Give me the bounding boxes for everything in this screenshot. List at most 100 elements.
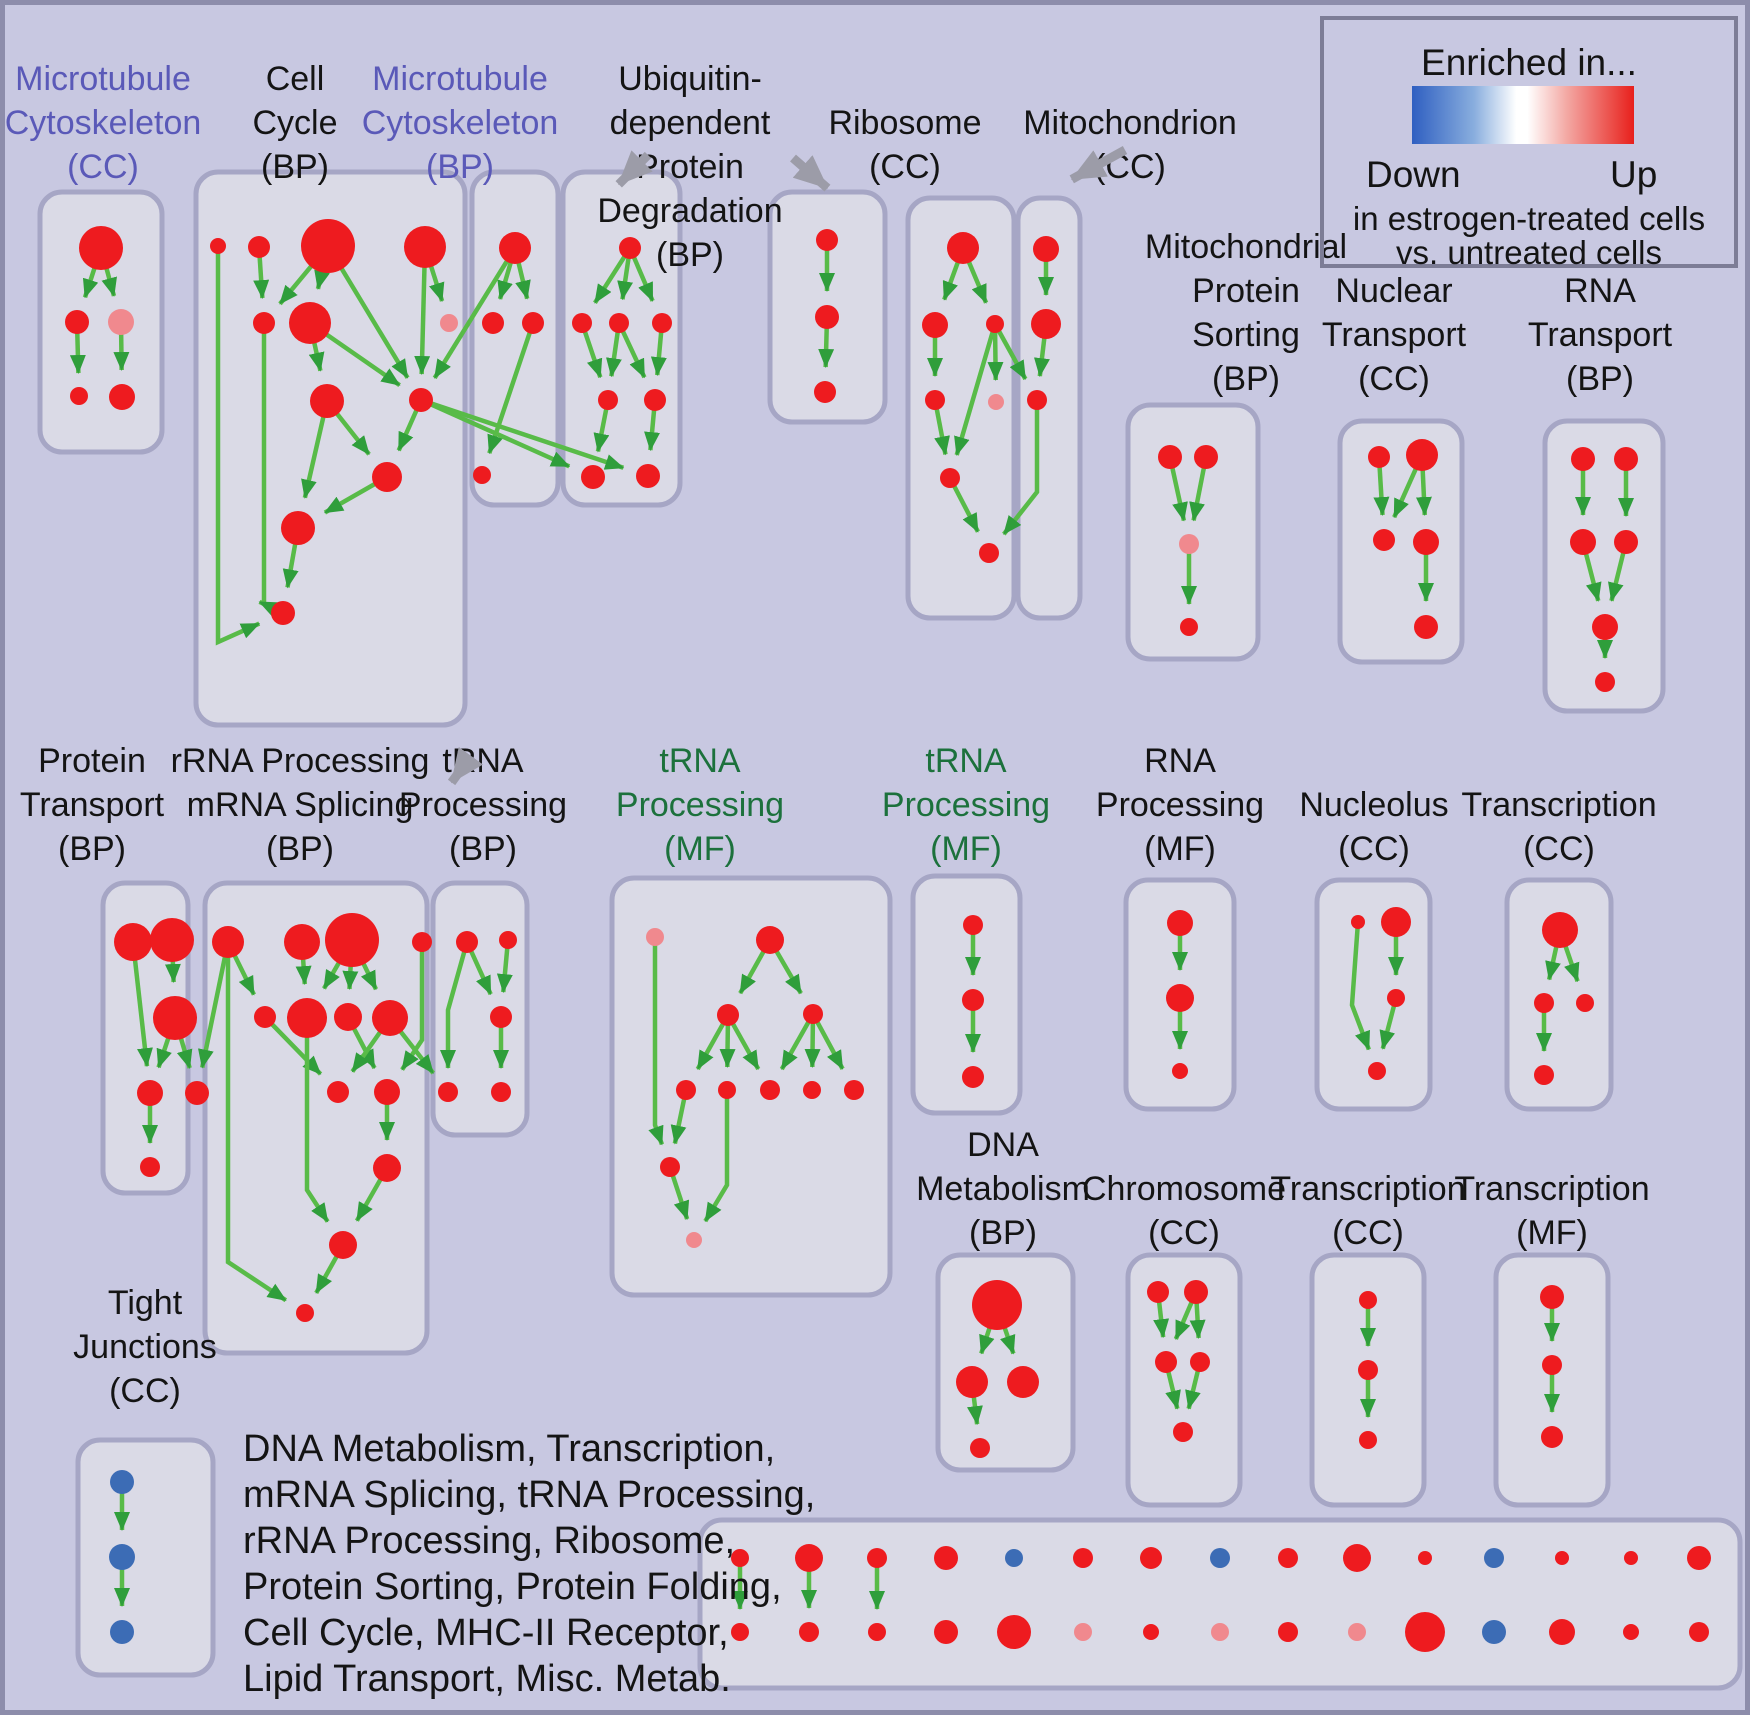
go-term-node-red bbox=[1418, 1551, 1432, 1565]
cluster-label-line: Chromosome bbox=[1082, 1170, 1286, 1208]
edge-arrow bbox=[130, 941, 153, 1068]
go-term-node-red bbox=[1534, 993, 1554, 1013]
go-term-node-red bbox=[1555, 1551, 1569, 1565]
cluster-label-line: Processing bbox=[1096, 786, 1264, 824]
cluster-label-line: tRNA bbox=[925, 742, 1007, 780]
go-term-node-pink bbox=[988, 394, 1004, 410]
cluster-label-line: Microtubule bbox=[372, 60, 548, 98]
cluster-box-mt_bp bbox=[469, 169, 561, 508]
go-term-node-red bbox=[412, 932, 432, 952]
go-term-node-red bbox=[1173, 1422, 1193, 1442]
cluster-label-line: (BP) bbox=[426, 148, 494, 186]
cluster-label-transcription_cc2: Transcription (CC) bbox=[1270, 1170, 1465, 1252]
go-term-node-red bbox=[1542, 912, 1578, 948]
go-term-node-red bbox=[327, 1081, 349, 1103]
edge-arrow bbox=[987, 323, 1004, 382]
cluster-label-line: (BP) bbox=[969, 1214, 1037, 1252]
cluster-label-line: Sorting bbox=[1192, 316, 1300, 354]
cluster-label-line: (BP) bbox=[58, 830, 126, 868]
go-term-node-red bbox=[803, 1081, 821, 1099]
go-term-node-red bbox=[660, 1157, 680, 1177]
cluster-box-chromosome bbox=[1125, 1252, 1243, 1508]
go-term-node-pink bbox=[1211, 1623, 1229, 1641]
go-term-node-red bbox=[253, 312, 275, 334]
edge-arrow bbox=[948, 476, 980, 533]
go-term-node-red bbox=[799, 1622, 819, 1642]
edge-arrow bbox=[414, 246, 431, 376]
go-term-node-red bbox=[499, 232, 531, 264]
go-term-node-red bbox=[1033, 236, 1059, 262]
go-term-node-red bbox=[1166, 984, 1194, 1012]
cluster-label-line: Transcription bbox=[1270, 1170, 1465, 1208]
cluster-label-line: Transport bbox=[1528, 316, 1673, 354]
cluster-box-mito_sort bbox=[1125, 402, 1261, 662]
go-term-node-red bbox=[482, 312, 504, 334]
edge-arrow bbox=[616, 322, 647, 379]
go-term-node-pink bbox=[1348, 1623, 1366, 1641]
go-term-node-red bbox=[1540, 1285, 1564, 1309]
cluster-label-line: Processing bbox=[882, 786, 1050, 824]
cluster-label-line: (BP) bbox=[1566, 360, 1634, 398]
go-term-node-red bbox=[114, 923, 152, 961]
go-term-node-red bbox=[1406, 439, 1438, 471]
cluster-label-line: rRNA Processing bbox=[171, 742, 430, 780]
legend-up-label: Up bbox=[1610, 154, 1658, 195]
cluster-label-line: Nucleolus bbox=[1299, 786, 1448, 824]
edge-arrow bbox=[225, 942, 288, 1303]
go-term-node-red bbox=[803, 1004, 823, 1024]
go-term-node-red bbox=[1359, 1291, 1377, 1309]
go-term-node-red bbox=[254, 1006, 276, 1028]
go-term-node-red bbox=[1414, 615, 1438, 639]
cluster-label-line: (MF) bbox=[664, 830, 736, 868]
edge-arrow bbox=[993, 322, 1028, 381]
go-term-node-red bbox=[1278, 1548, 1298, 1568]
go-term-node-red bbox=[473, 466, 491, 484]
go-term-node-red bbox=[287, 998, 327, 1038]
go-term-node-red bbox=[1592, 614, 1618, 640]
go-term-node-red bbox=[934, 1620, 958, 1644]
cluster-label-line: (BP) bbox=[449, 830, 517, 868]
cluster-label-line: (MF) bbox=[1516, 1214, 1588, 1252]
go-term-node-red bbox=[1368, 446, 1390, 468]
go-term-node-red bbox=[867, 1548, 887, 1568]
cluster-label-line: Degradation bbox=[597, 192, 782, 230]
go-term-node-red bbox=[609, 313, 629, 333]
cluster-label-line: Transcription bbox=[1454, 1170, 1649, 1208]
edge-arrow bbox=[648, 937, 665, 1146]
go-term-node-red bbox=[940, 468, 960, 488]
go-term-node-red bbox=[1351, 915, 1365, 929]
edge-arrow bbox=[215, 246, 261, 646]
edge-arrow bbox=[954, 323, 998, 456]
go-term-node-red bbox=[572, 313, 592, 333]
annotation-line: mRNA Splicing, tRNA Processing, bbox=[243, 1474, 816, 1516]
cluster-label-rrna: rRNA Processing mRNA Splicing (BP) bbox=[171, 742, 430, 868]
legend-down-label: Down bbox=[1366, 154, 1461, 195]
go-term-node-red bbox=[310, 384, 344, 418]
cluster-label-line: dependent bbox=[610, 104, 771, 142]
cluster-label-line: (CC) bbox=[869, 148, 941, 186]
go-term-node-red bbox=[717, 1004, 739, 1026]
cluster-label-mt_bp: Microtubule Cytoskeleton (BP) bbox=[362, 60, 559, 186]
go-term-node-red bbox=[1614, 447, 1638, 471]
cluster-label-trna_mf_small: tRNA Processing (MF) bbox=[882, 742, 1050, 868]
go-term-node-red bbox=[962, 989, 984, 1011]
go-term-node-red bbox=[1549, 1619, 1575, 1645]
go-term-node-red bbox=[868, 1623, 886, 1641]
cluster-label-line: (CC) bbox=[1523, 830, 1595, 868]
go-term-node-red bbox=[409, 388, 433, 412]
go-term-node-red bbox=[1158, 445, 1182, 469]
go-term-node-red bbox=[1180, 618, 1198, 636]
go-term-node-red bbox=[1167, 910, 1193, 936]
edge-arrow bbox=[1349, 921, 1371, 1051]
cluster-label-line: Protein bbox=[38, 742, 146, 780]
cluster-label-line: (CC) bbox=[1358, 360, 1430, 398]
go-term-node-red bbox=[284, 924, 320, 960]
go-term-node-red bbox=[844, 1080, 864, 1100]
go-term-node-blue bbox=[110, 1470, 134, 1494]
go-term-node-red bbox=[1140, 1547, 1162, 1569]
go-term-node-red bbox=[1278, 1622, 1298, 1642]
go-term-node-red bbox=[1368, 1062, 1386, 1080]
edge-arrow bbox=[811, 1012, 845, 1070]
